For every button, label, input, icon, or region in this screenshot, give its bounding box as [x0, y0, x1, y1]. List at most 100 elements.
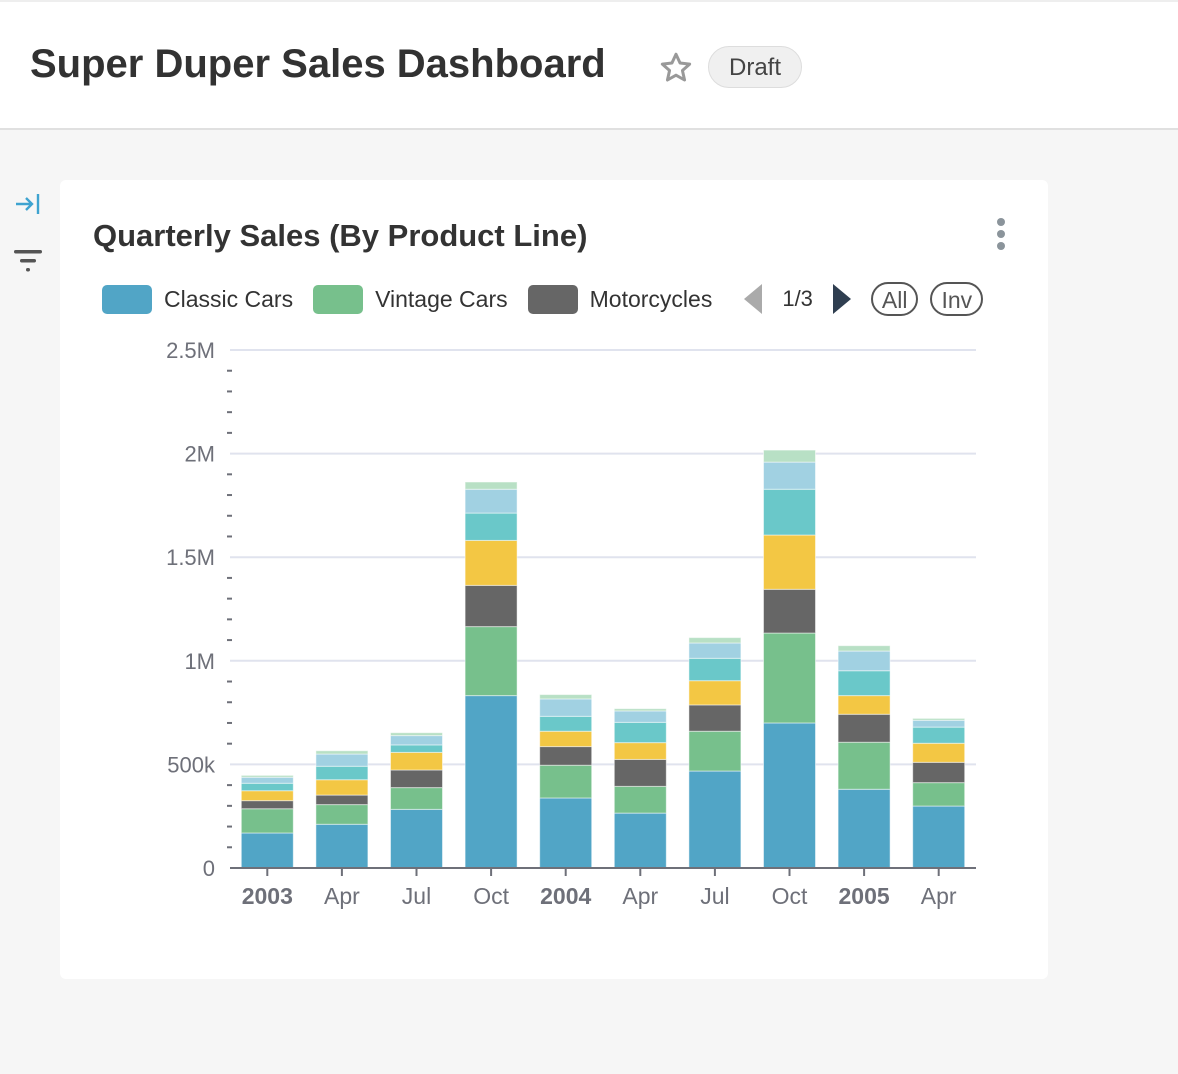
bar-segment: [315, 750, 369, 755]
x-tick-label: 2003: [242, 883, 293, 909]
bar-segment: [613, 785, 667, 814]
legend-item-vintage-cars[interactable]: Vintage Cars: [313, 284, 508, 314]
bar-segment: [539, 797, 593, 869]
bar-segment: [837, 670, 891, 697]
bar-segment: [315, 804, 369, 825]
bar-segment: [240, 790, 294, 802]
x-tick-label: Oct: [772, 883, 808, 909]
bar-segment: [464, 512, 518, 541]
bar-segment: [912, 761, 966, 784]
legend-item-motorcycles[interactable]: Motorcycles: [527, 284, 713, 314]
bar-segment: [539, 715, 593, 732]
bar-segment: [315, 794, 369, 806]
legend-prev-page-icon[interactable]: [744, 284, 763, 314]
legend-swatch: [527, 284, 578, 314]
bar-segment: [390, 769, 443, 789]
bar-segment: [837, 788, 891, 869]
bar-segment: [837, 695, 891, 715]
dashboard-title: Super Duper Sales Dashboard: [30, 42, 606, 86]
bar-segment: [464, 481, 518, 490]
bar-segment: [763, 461, 816, 490]
y-tick-label: 1.5M: [166, 545, 215, 570]
bar-segment: [912, 717, 966, 721]
legend-swatch: [102, 284, 152, 314]
bar-segment: [315, 753, 369, 767]
bar-segment: [688, 770, 742, 869]
legend-label: Vintage Cars: [375, 285, 508, 312]
bar-segment: [464, 695, 518, 869]
bar-segment: [613, 742, 667, 760]
bar-segment: [912, 742, 966, 763]
legend-label: Motorcycles: [589, 285, 713, 312]
bar-segment: [539, 746, 593, 766]
bar-segment: [613, 721, 667, 744]
bar-segment: [240, 774, 294, 778]
chart-title: Quarterly Sales (By Product Line): [93, 218, 588, 253]
y-tick-label: 1M: [184, 649, 215, 674]
legend-invert-button[interactable]: Inv: [930, 282, 984, 316]
dashboard-header: Super Duper Sales Dashboard Draft: [0, 0, 1178, 130]
legend-select-all-button[interactable]: All: [870, 282, 919, 316]
legend-swatch: [313, 284, 364, 314]
bar-segment: [539, 730, 593, 748]
bar-segment: [688, 657, 742, 682]
y-tick-label: 500k: [167, 752, 216, 777]
bar-segment: [390, 732, 443, 737]
bar-segment: [837, 645, 891, 652]
legend-page-indicator: 1/3: [782, 286, 813, 311]
y-tick-label: 2.5M: [166, 338, 215, 363]
x-tick-label: Apr: [622, 883, 658, 909]
x-tick-label: Jul: [700, 883, 729, 909]
status-badge[interactable]: Draft: [708, 46, 803, 88]
bar-segment: [688, 642, 742, 659]
bar-segment: [613, 758, 667, 787]
bar-segment: [539, 764, 593, 799]
x-tick-label: Oct: [473, 883, 509, 909]
bar-segment: [464, 626, 518, 697]
legend-label: Classic Cars: [164, 285, 294, 312]
bar-segment: [315, 823, 369, 869]
bar-segment: [315, 765, 369, 781]
bar-segment: [240, 782, 294, 792]
bar-segment: [763, 722, 816, 869]
bar-segment: [688, 704, 742, 732]
bar-segment: [315, 779, 369, 796]
y-tick-label: 0: [203, 856, 215, 881]
bar-segment: [912, 782, 966, 807]
bar-segment: [912, 805, 966, 869]
bar-segment: [912, 719, 966, 728]
bar-segment: [240, 776, 294, 784]
bar-segment: [763, 534, 816, 590]
bar-segment: [613, 708, 667, 712]
bar-segment: [837, 650, 891, 672]
x-tick-label: Apr: [324, 883, 360, 909]
bar-segment: [688, 637, 742, 644]
bar-segment: [390, 744, 443, 753]
bar-segment: [464, 539, 518, 586]
x-tick-label: Jul: [402, 883, 431, 909]
bar-segment: [688, 730, 742, 772]
bar-segment: [763, 449, 816, 463]
legend-pager: 1/3 All Inv: [744, 282, 984, 316]
filter-icon[interactable]: [14, 248, 42, 274]
star-outline-icon[interactable]: [658, 50, 694, 86]
bar-segment: [390, 808, 443, 869]
bar-segment: [464, 584, 518, 628]
bar-segment: [240, 808, 294, 834]
vertical-dots-icon[interactable]: [994, 218, 1008, 258]
bar-segment: [837, 741, 891, 790]
y-tick-label: 2M: [184, 442, 215, 467]
bar-segment: [837, 713, 891, 743]
bar-segment: [240, 800, 294, 810]
bar-segment: [390, 751, 443, 771]
x-tick-label: 2005: [839, 883, 890, 909]
bar-segment: [912, 726, 966, 744]
bar-segment: [763, 488, 816, 536]
bar-segment: [763, 588, 816, 634]
arrow-to-right-icon[interactable]: [14, 190, 42, 218]
legend-item-classic-cars[interactable]: Classic Cars: [102, 284, 294, 314]
bar-segment: [688, 680, 742, 706]
bar-segment: [613, 710, 667, 723]
legend-next-page-icon[interactable]: [832, 284, 851, 314]
